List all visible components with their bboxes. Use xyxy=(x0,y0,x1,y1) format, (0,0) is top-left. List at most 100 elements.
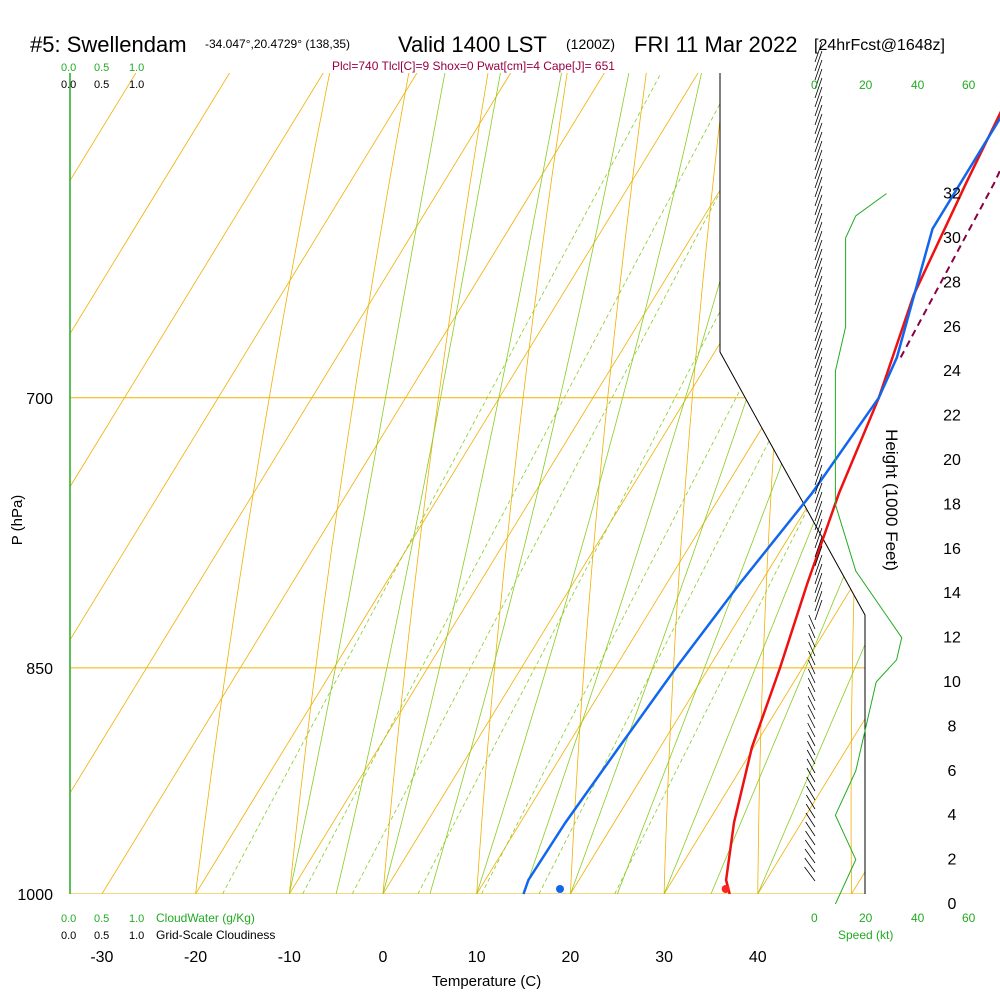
pressure-tick-label: 1000 xyxy=(17,887,53,904)
x-tick-label: 20 xyxy=(562,949,580,966)
y2-axis-title: Height (1000 Feet) xyxy=(882,429,901,571)
wind-barb xyxy=(814,59,823,81)
surface-dewpoint-dot xyxy=(556,885,564,893)
moist-adiabat-line xyxy=(710,73,865,894)
wind-barb xyxy=(814,383,823,405)
wind-barb xyxy=(814,257,823,279)
zulu-time: (1200Z) xyxy=(566,36,615,52)
wind-barb xyxy=(814,464,823,486)
cloudwater-top-tick-0: 0.0 xyxy=(61,62,76,74)
wind-barb xyxy=(814,203,823,225)
height-tick-label: 24 xyxy=(943,363,961,380)
wind-barb xyxy=(804,839,816,855)
isotherm-line xyxy=(70,73,865,894)
cloudiness-bottom-tick-2: 1.0 xyxy=(129,930,144,942)
wind-barb xyxy=(808,641,816,657)
mixing-ratio-line xyxy=(302,73,865,894)
wind-barb xyxy=(814,500,823,522)
isotherm-line xyxy=(70,73,865,894)
height-tick-label: 10 xyxy=(943,674,961,691)
speed-scale-bottom: 0 20 40 60 Speed (kt) xyxy=(811,911,976,942)
x-tick-label: 30 xyxy=(655,949,673,966)
wind-barb xyxy=(814,554,823,576)
mixing-ratio-line xyxy=(481,73,865,894)
wind-barb xyxy=(814,221,823,243)
wind-barb xyxy=(814,473,823,495)
height-tick-label: 14 xyxy=(943,585,961,602)
wind-barb xyxy=(814,599,823,621)
mixing-ratio-line xyxy=(417,73,865,894)
height-tick-label: 16 xyxy=(943,541,961,558)
wind-barb xyxy=(814,329,823,351)
isotherm-line xyxy=(434,73,865,894)
wind-barb xyxy=(814,392,823,414)
x-tick-label: 40 xyxy=(749,949,767,966)
speed-bottom-tick-2: 40 xyxy=(911,911,925,925)
wind-barb xyxy=(814,41,823,63)
wind-barb xyxy=(814,419,823,441)
dry-adiabat-line xyxy=(381,73,741,894)
speed-bottom-tick-3: 60 xyxy=(962,911,976,925)
wind-speed-profile xyxy=(834,193,903,905)
wind-barb xyxy=(814,158,823,180)
wind-barb xyxy=(807,677,816,693)
dry-adiabat-line xyxy=(850,73,865,894)
height-tick-label: 6 xyxy=(948,763,957,780)
top-left-scales: 0.0 0.5 1.0 0.0 0.5 1.0 xyxy=(61,62,144,91)
wind-barb xyxy=(808,650,816,666)
wind-barb xyxy=(814,482,823,504)
moist-adiabat-line xyxy=(335,73,757,894)
wind-barb xyxy=(814,140,823,162)
moist-adiabat-line xyxy=(288,73,712,894)
pressure-tick-label: 850 xyxy=(26,661,53,678)
wind-barb xyxy=(808,668,816,684)
dry-adiabat-line xyxy=(475,73,804,894)
wind-barb xyxy=(814,338,823,360)
cloudwater-label: CloudWater (g/Kg) xyxy=(156,911,255,925)
station-title: #5: Swellendam xyxy=(30,32,187,57)
wind-barb xyxy=(814,455,823,477)
wind-barb xyxy=(808,614,816,630)
isotherm-line xyxy=(247,73,865,894)
wind-barb xyxy=(807,686,816,702)
wind-barb xyxy=(814,536,823,558)
speed-label: Speed (kt) xyxy=(838,928,893,942)
bottom-left-scales: 0.0 0.5 1.0 CloudWater (g/Kg) 0.0 0.5 1.… xyxy=(61,911,275,942)
wind-barb xyxy=(806,785,816,801)
wind-barb xyxy=(804,857,816,873)
wind-barb xyxy=(807,731,816,747)
header: #5: Swellendam -34.047°,20.4729° (138,35… xyxy=(30,32,945,73)
wind-barb xyxy=(814,176,823,198)
mixing-ratio-line xyxy=(351,73,865,894)
moist-adiabat-line xyxy=(476,73,865,894)
cloudiness-top-tick-2: 1.0 xyxy=(129,79,144,91)
wind-barb xyxy=(814,563,823,585)
speed-top-tick-2: 40 xyxy=(911,78,925,92)
isotherm-line xyxy=(70,73,865,894)
wind-barb xyxy=(814,113,823,135)
wind-barb xyxy=(814,248,823,270)
wind-barb xyxy=(804,866,816,882)
wind-barb xyxy=(807,704,816,720)
x-axis-title: Temperature (C) xyxy=(432,973,541,990)
height-tick-label: 0 xyxy=(948,896,957,913)
x-tick-label: 0 xyxy=(379,949,388,966)
moist-adiabat-line xyxy=(523,73,865,894)
cloudiness-top-tick-0: 0.0 xyxy=(61,79,76,91)
height-tick-label: 32 xyxy=(943,186,961,203)
parcel-parameters: Plcl=740 Tlcl[C]=9 Shox=0 Pwat[cm]=4 Cap… xyxy=(332,59,615,73)
wind-barb xyxy=(814,347,823,369)
height-tick-label: 28 xyxy=(943,274,961,291)
wind-barb xyxy=(814,320,823,342)
isotherm-line xyxy=(809,73,865,894)
wind-barb xyxy=(804,848,816,864)
forecast-info: [24hrFcst@1648z] xyxy=(814,37,945,54)
isotherm-line xyxy=(70,73,865,894)
wind-barb xyxy=(805,803,816,819)
wind-barb xyxy=(814,572,823,594)
cloudwater-bottom-tick-0: 0.0 xyxy=(61,913,76,925)
wind-barb xyxy=(807,740,816,756)
wind-barb xyxy=(814,293,823,315)
moist-adiabat-line xyxy=(663,73,865,894)
